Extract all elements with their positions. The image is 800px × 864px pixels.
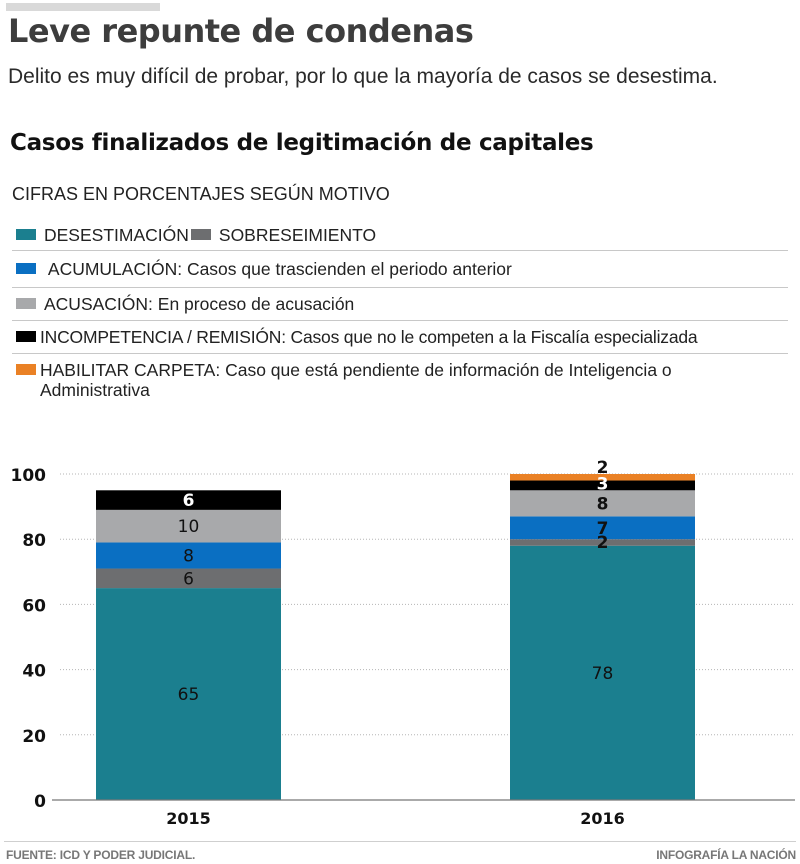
y-tick-label: 60 [22,596,46,616]
data-label: 2 [597,458,609,478]
bar-segment [96,490,281,510]
page-subtitle: Delito es muy difícil de probar, por lo … [8,65,718,88]
legend-swatch [16,298,36,309]
data-label: 10 [178,517,200,537]
legend-row: ACUSACIÓN: En proceso de acusación [12,288,788,321]
legend-label: DESESTIMACIÓN [44,225,189,245]
chart-subtitle: CIFRAS EN PORCENTAJES SEGÚN MOTIVO [12,184,390,204]
data-label: 2 [597,533,609,553]
bar-segment [510,490,695,517]
legend-label: ACUMULACIÓN: Casos que trascienden el pe… [44,259,512,279]
legend-swatch [190,229,211,240]
legend-swatch [16,229,36,240]
bar-segment [96,542,281,569]
bar-segment [96,588,281,800]
data-label: 8 [597,494,609,514]
legend-item-desestimacion: DESESTIMACIÓN [12,225,189,245]
legend-label: ACUSACIÓN: En proceso de acusación [44,294,355,314]
data-label: 6 [183,491,195,511]
legend-row: DESESTIMACIÓN SOBRESEIMIENTO [12,220,788,251]
legend-row: INCOMPETENCIA / REMISIÓN: Casos que no l… [12,321,788,354]
bar-segment [96,509,281,543]
footer-divider [4,841,796,842]
page-title: Leve repunte de condenas [8,12,474,50]
bar-segment [510,516,695,540]
bar-segment [510,474,695,481]
data-label: 8 [183,547,194,567]
y-tick-label: 0 [34,792,46,812]
bar-segment [510,480,695,491]
legend-swatch [16,364,36,375]
credit-note: INFOGRAFÍA LA NACIÓN [656,848,796,862]
legend-row: HABILITAR CARPETA: Caso que está pendien… [12,354,788,405]
legend-label: HABILITAR CARPETA: Caso que está pendien… [40,360,672,400]
data-label: 6 [183,569,194,589]
data-label: 3 [597,475,609,495]
y-tick-label: 100 [11,466,47,486]
x-tick-label: 2016 [580,809,625,828]
legend-label: SOBRESEIMIENTO [218,225,377,245]
y-tick-label: 20 [22,727,46,747]
bar-segment [510,539,695,546]
data-label: 78 [592,664,614,684]
data-label: 65 [178,685,200,705]
bar-segment [510,545,695,800]
legend-row: ACUMULACIÓN: Casos que trascienden el pe… [12,251,788,288]
y-tick-label: 40 [22,662,46,682]
data-label: 7 [597,519,609,539]
x-tick-label: 2015 [166,809,211,828]
legend-label: INCOMPETENCIA / REMISIÓN: Casos que no l… [40,327,698,347]
legend-swatch [16,263,36,274]
y-tick-label: 80 [22,531,46,551]
legend: DESESTIMACIÓN SOBRESEIMIENTO ACUMULACIÓN… [12,220,788,405]
legend-item-sobreseimiento: SOBRESEIMIENTO [189,225,376,245]
chart-title: Casos finalizados de legitimación de cap… [10,130,594,156]
source-note: FUENTE: ICD Y PODER JUDICIAL. [6,848,196,862]
legend-swatch [16,331,36,342]
header-accent-bar [6,3,160,11]
bar-segment [96,568,281,589]
